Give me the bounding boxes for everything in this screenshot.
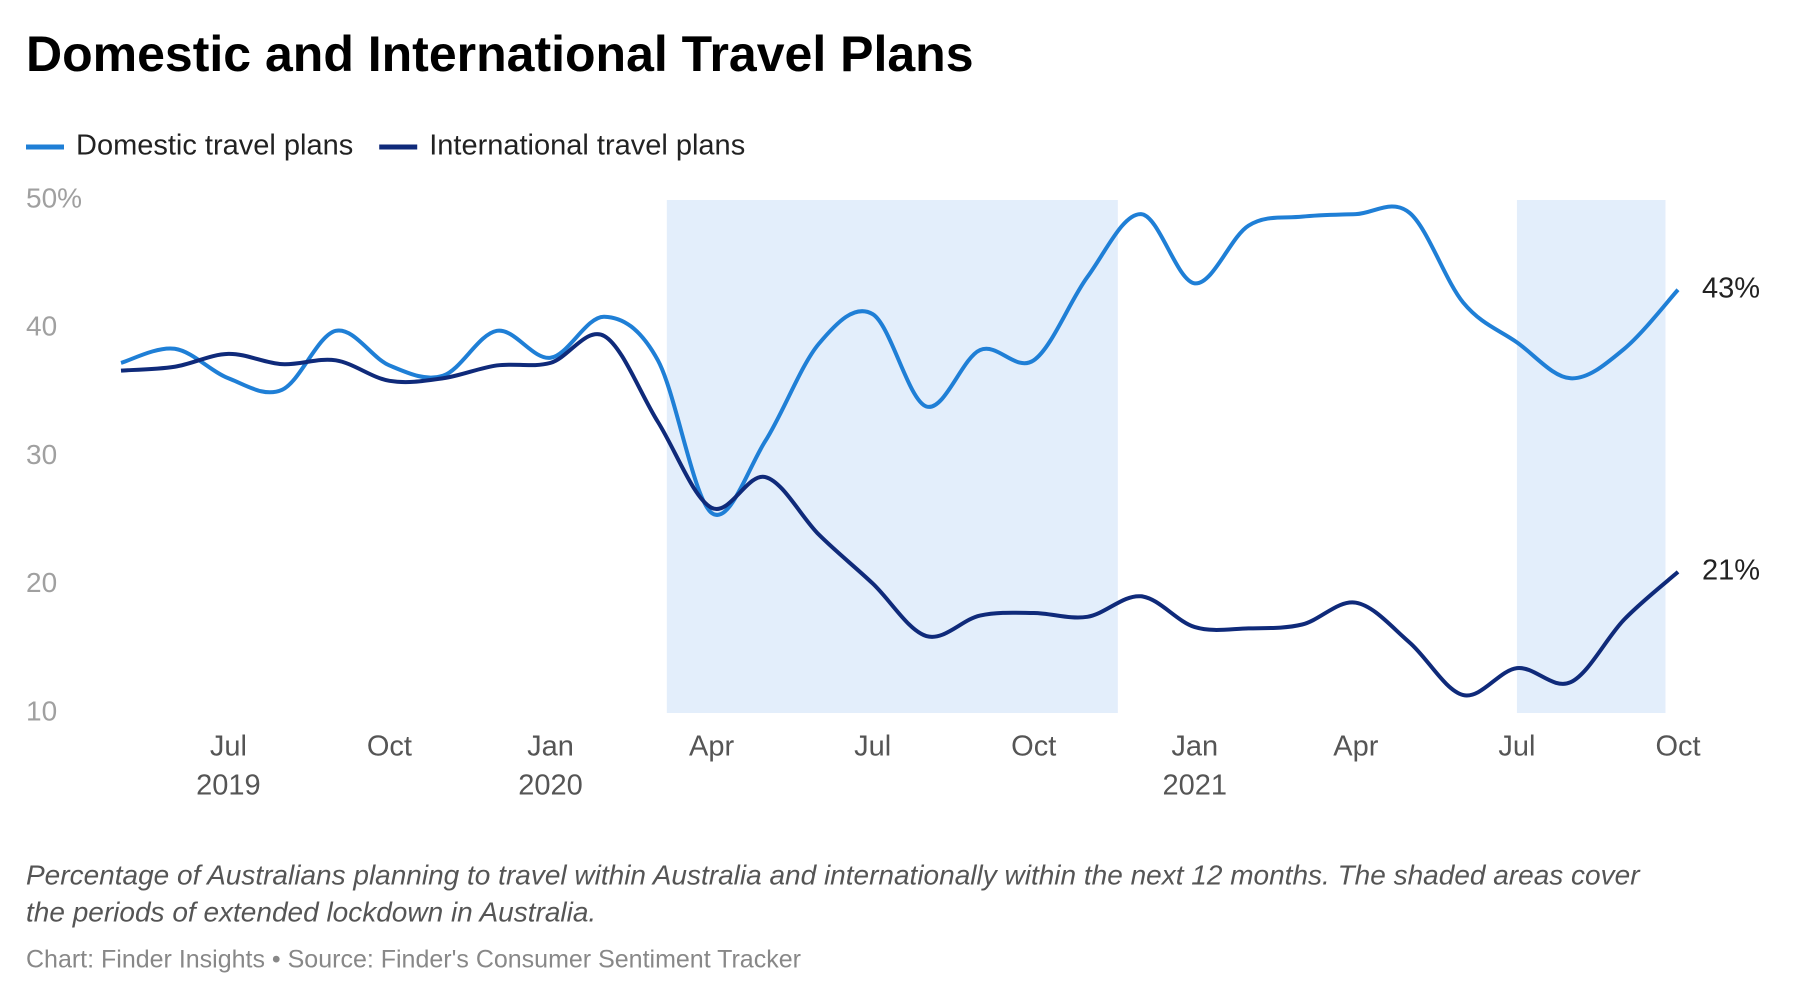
x-tick-year: 2020 bbox=[518, 770, 583, 802]
shading bbox=[666, 200, 1666, 713]
chart-title: Domestic and International Travel Plans bbox=[26, 26, 974, 82]
lockdown-shade bbox=[666, 200, 1118, 713]
series-line bbox=[120, 204, 1680, 517]
y-tick-label: 50% bbox=[26, 182, 82, 213]
x-tick-label: Oct bbox=[1655, 731, 1700, 763]
caption: the periods of extended lockdown in Aust… bbox=[26, 896, 596, 927]
x-tick-label: Apr bbox=[1333, 731, 1378, 763]
x-tick-year: 2019 bbox=[196, 770, 261, 802]
legend-label: Domestic travel plans bbox=[76, 130, 353, 162]
y-tick-label: 30 bbox=[26, 439, 57, 470]
legend-label: International travel plans bbox=[429, 130, 745, 162]
source: Chart: Finder Insights • Source: Finder'… bbox=[26, 946, 801, 974]
x-tick-label: Oct bbox=[367, 731, 412, 763]
x-tick-label: Jan bbox=[527, 731, 574, 763]
series-line bbox=[120, 332, 1680, 698]
x-tick-label: Jul bbox=[854, 731, 891, 763]
y-tick-label: 20 bbox=[26, 567, 57, 598]
x-tick-label: Jan bbox=[1171, 731, 1218, 763]
x-tick-year: 2021 bbox=[1163, 770, 1228, 802]
end-label: 21% bbox=[1702, 555, 1760, 587]
x-tick-label: Jul bbox=[1498, 731, 1535, 763]
x-tick-label: Jul bbox=[210, 731, 247, 763]
end-label: 43% bbox=[1702, 272, 1760, 304]
y-tick-label: 10 bbox=[26, 695, 57, 726]
caption: Percentage of Australians planning to tr… bbox=[26, 859, 1641, 890]
y-tick-label: 40 bbox=[26, 311, 57, 342]
x-tick-label: Oct bbox=[1011, 731, 1056, 763]
x-tick-label: Apr bbox=[689, 731, 734, 763]
lockdown-shade bbox=[1516, 200, 1666, 713]
